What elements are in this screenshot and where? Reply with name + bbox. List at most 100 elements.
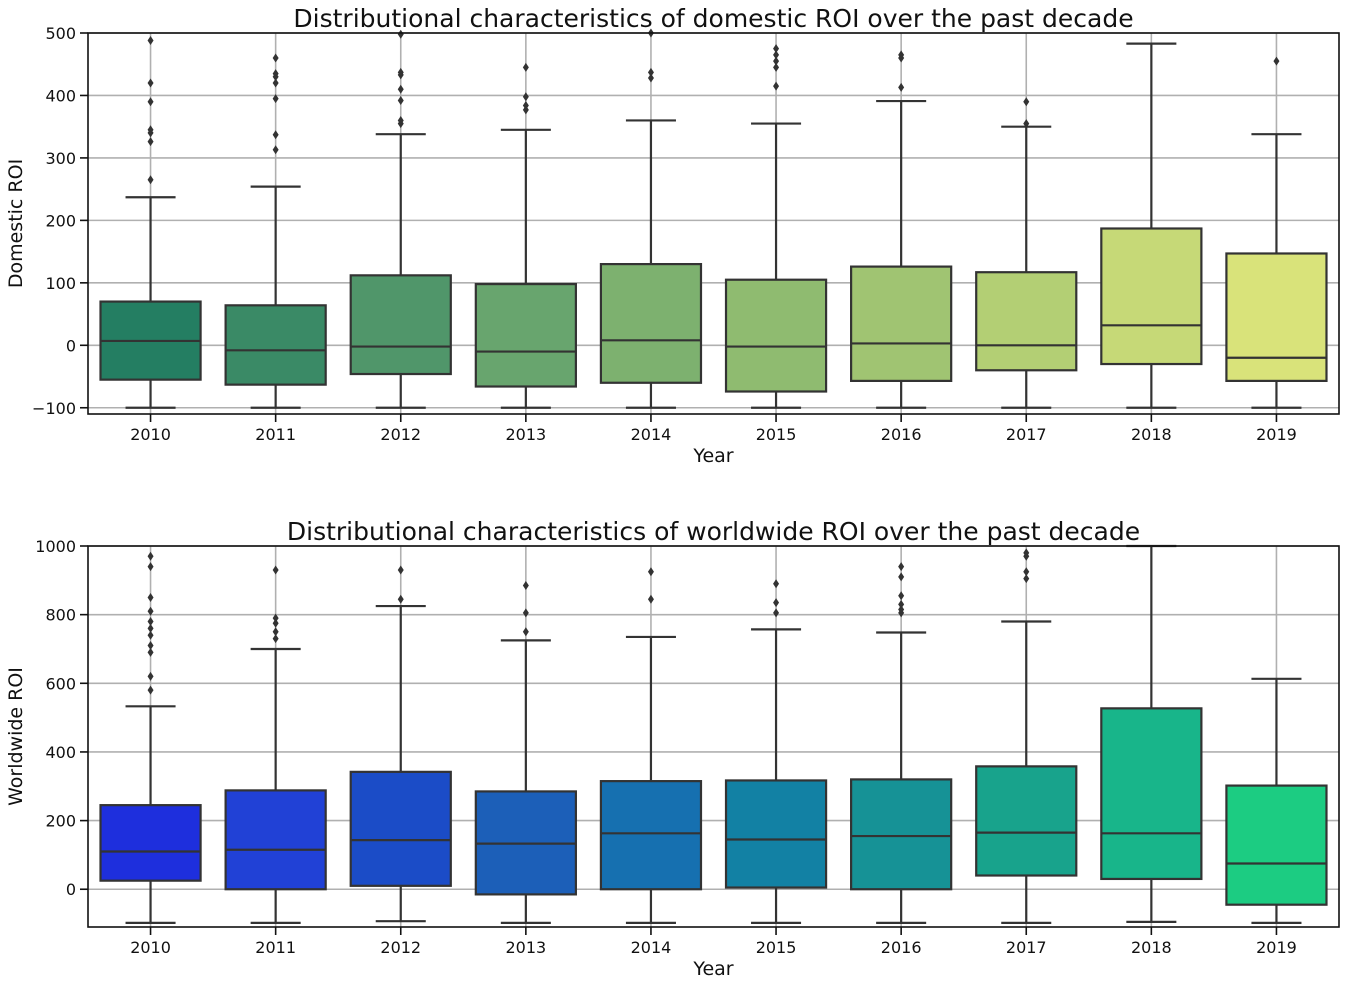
domestic-box-2018 <box>1100 42 1203 409</box>
outlier-point <box>272 94 279 104</box>
outlier-point <box>522 627 529 637</box>
outlier-point <box>397 84 404 94</box>
worldwide-x-tick-label: 2013 <box>505 938 546 957</box>
iqr-box <box>599 262 703 384</box>
domestic-y-axis-label: Domestic ROI <box>5 159 27 288</box>
domestic-x-tick-label: 2015 <box>756 425 797 444</box>
iqr-box <box>474 282 577 388</box>
worldwide-y-tick-label: 0 <box>66 880 76 899</box>
iqr-box <box>1225 784 1328 906</box>
worldwide-box-2014 <box>599 567 703 924</box>
iqr-box <box>724 278 828 393</box>
worldwide-x-tick-label: 2018 <box>1131 938 1172 957</box>
worldwide-box-2011 <box>224 565 327 924</box>
worldwide-x-tick-label: 2019 <box>1256 938 1297 957</box>
outlier-point <box>1023 574 1030 584</box>
outlier-point <box>272 634 279 644</box>
domestic-y-tick-label: 300 <box>45 149 76 168</box>
outlier-point <box>272 130 279 140</box>
outlier-point <box>147 175 154 185</box>
outlier-point <box>773 62 780 72</box>
outlier-point <box>773 598 780 608</box>
domestic-y-tick-label: 0 <box>66 336 76 355</box>
outlier-point <box>647 567 654 577</box>
domestic-boxes <box>99 28 1328 409</box>
worldwide-x-tick-label: 2015 <box>756 938 797 957</box>
worldwide-y-tick-label: 200 <box>45 812 76 831</box>
outlier-point <box>272 145 279 155</box>
outlier-point <box>147 562 154 572</box>
outlier-point <box>272 565 279 575</box>
outlier-point <box>147 125 154 135</box>
domestic-box-2015 <box>724 44 828 409</box>
outlier-point <box>147 630 154 640</box>
domestic-chart-title: Distributional characteristics of domest… <box>293 4 1133 33</box>
worldwide-x-tick-label: 2017 <box>1006 938 1047 957</box>
worldwide-box-2012 <box>349 565 452 923</box>
outlier-point <box>773 608 780 618</box>
outlier-point <box>898 562 905 572</box>
outlier-point <box>397 565 404 575</box>
domestic-box-2011 <box>224 53 327 409</box>
domestic-x-tick-label: 2018 <box>1131 425 1172 444</box>
outlier-point <box>147 78 154 88</box>
iqr-box <box>349 274 452 376</box>
outlier-point <box>397 67 404 77</box>
outlier-point <box>147 592 154 602</box>
outlier-point <box>147 617 154 627</box>
domestic-y-tick-label: −100 <box>32 399 76 418</box>
outlier-point <box>1023 97 1030 107</box>
domestic-y-tick-label: 200 <box>45 211 76 230</box>
outlier-point <box>647 67 654 77</box>
iqr-box <box>599 780 703 891</box>
outlier-point <box>147 641 154 651</box>
domestic-y-tick-label: 500 <box>45 24 76 43</box>
domestic-box-2019 <box>1225 56 1328 409</box>
domestic-x-tick-label: 2014 <box>631 425 672 444</box>
iqr-box <box>850 265 953 382</box>
iqr-box <box>1100 707 1203 881</box>
domestic-x-tick-label: 2016 <box>881 425 922 444</box>
domestic-x-ticks: 2010 2011 2012 2013 2014 2015 2016 2017 2018 2019 <box>130 414 1297 444</box>
outlier-point <box>147 671 154 681</box>
worldwide-y-tick-label: 1000 <box>35 537 76 556</box>
outlier-point <box>773 81 780 91</box>
outlier-point <box>397 95 404 105</box>
worldwide-box-2019 <box>1225 677 1328 924</box>
iqr-box <box>99 804 202 882</box>
worldwide-chart-title: Distributional characteristics of worldw… <box>287 517 1140 546</box>
outlier-point <box>147 623 154 633</box>
outlier-point <box>898 82 905 92</box>
iqr-box <box>850 778 953 891</box>
outlier-point <box>773 56 780 66</box>
worldwide-box-2015 <box>724 579 828 924</box>
worldwide-y-ticks: 0 200 400 600 800 1000 <box>35 537 88 899</box>
domestic-y-tick-label: 100 <box>45 274 76 293</box>
outlier-point <box>397 115 404 125</box>
outlier-point <box>272 53 279 63</box>
worldwide-plot-frame <box>87 545 1340 928</box>
outlier-point <box>522 580 529 590</box>
domestic-plot-frame <box>87 32 1340 415</box>
domestic-box-2010 <box>99 35 202 409</box>
iqr-box <box>975 765 1078 877</box>
outlier-point <box>147 137 154 147</box>
worldwide-box-2017 <box>975 548 1078 924</box>
outlier-point <box>898 605 905 614</box>
outlier-point <box>898 50 905 60</box>
outlier-point <box>397 29 404 39</box>
outlier-point <box>272 627 279 637</box>
iqr-box <box>224 789 327 891</box>
outlier-point <box>147 35 154 45</box>
domestic-box-2016 <box>850 50 953 409</box>
outlier-point <box>1023 119 1030 129</box>
worldwide-box-2018 <box>1100 544 1203 923</box>
domestic-x-tick-label: 2013 <box>505 425 546 444</box>
worldwide-x-axis-label: Year <box>692 958 733 980</box>
domestic-x-tick-label: 2011 <box>255 425 296 444</box>
iqr-box <box>224 304 327 386</box>
outlier-point <box>773 44 780 54</box>
